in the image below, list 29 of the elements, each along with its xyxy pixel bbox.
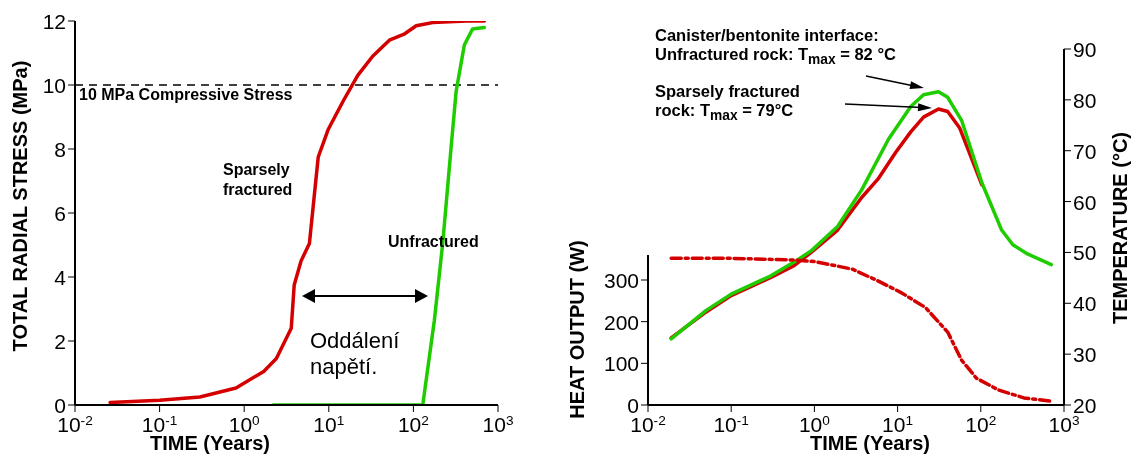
y2-tick-label: 70 (1073, 139, 1097, 163)
text: Sparsely fractured rock: T$_{max}$ = 79°C (655, 82, 801, 126)
y-tick-label: 12 (42, 10, 66, 33)
y-tick-label: 2 (54, 330, 66, 353)
series-label: Sparsely fractured (223, 160, 294, 200)
text: Canister/bentonite interface: Unfractured rock: T$_{max}$ = 82 °C (655, 26, 897, 70)
x-tick-label: 10$^{2}$ (965, 412, 997, 436)
y-axis-title: HEAT OUTPUT (W) (565, 239, 589, 421)
ref-line-label: 10 MPa Compressive Stress (79, 86, 293, 104)
y-tick-label: 200 (603, 310, 639, 334)
y-tick-label: 300 (603, 269, 639, 292)
y-tick-label: 100 (603, 352, 639, 376)
x-tick-label: 10$^{1}$ (313, 412, 345, 436)
y2-tick-label: 90 (1073, 38, 1097, 61)
y-tick-label: 10 (42, 74, 66, 97)
y2-axis-title: TEMPERATURE (°C) (1109, 130, 1131, 327)
y2-tick-label: 40 (1073, 292, 1097, 316)
x-tick-label: 10$^{3}$ (482, 412, 514, 436)
y-tick-label: 6 (54, 202, 66, 225)
y-tick-label: 4 (54, 266, 67, 289)
y-axis-title: TOTAL RADIAL STRESS (MPa) (9, 59, 31, 354)
annotation: Oddálení napětí. (310, 328, 401, 380)
x-tick-label: 10$^{-1}$ (713, 412, 749, 436)
y2-tick-label: 80 (1073, 88, 1097, 112)
y2-tick-label: 60 (1073, 190, 1097, 214)
y2-tick-label: 50 (1073, 241, 1097, 265)
x-tick-label: 10$^{2}$ (397, 412, 429, 436)
y2-tick-label: 30 (1073, 343, 1097, 367)
y-tick-label: 8 (54, 138, 66, 161)
